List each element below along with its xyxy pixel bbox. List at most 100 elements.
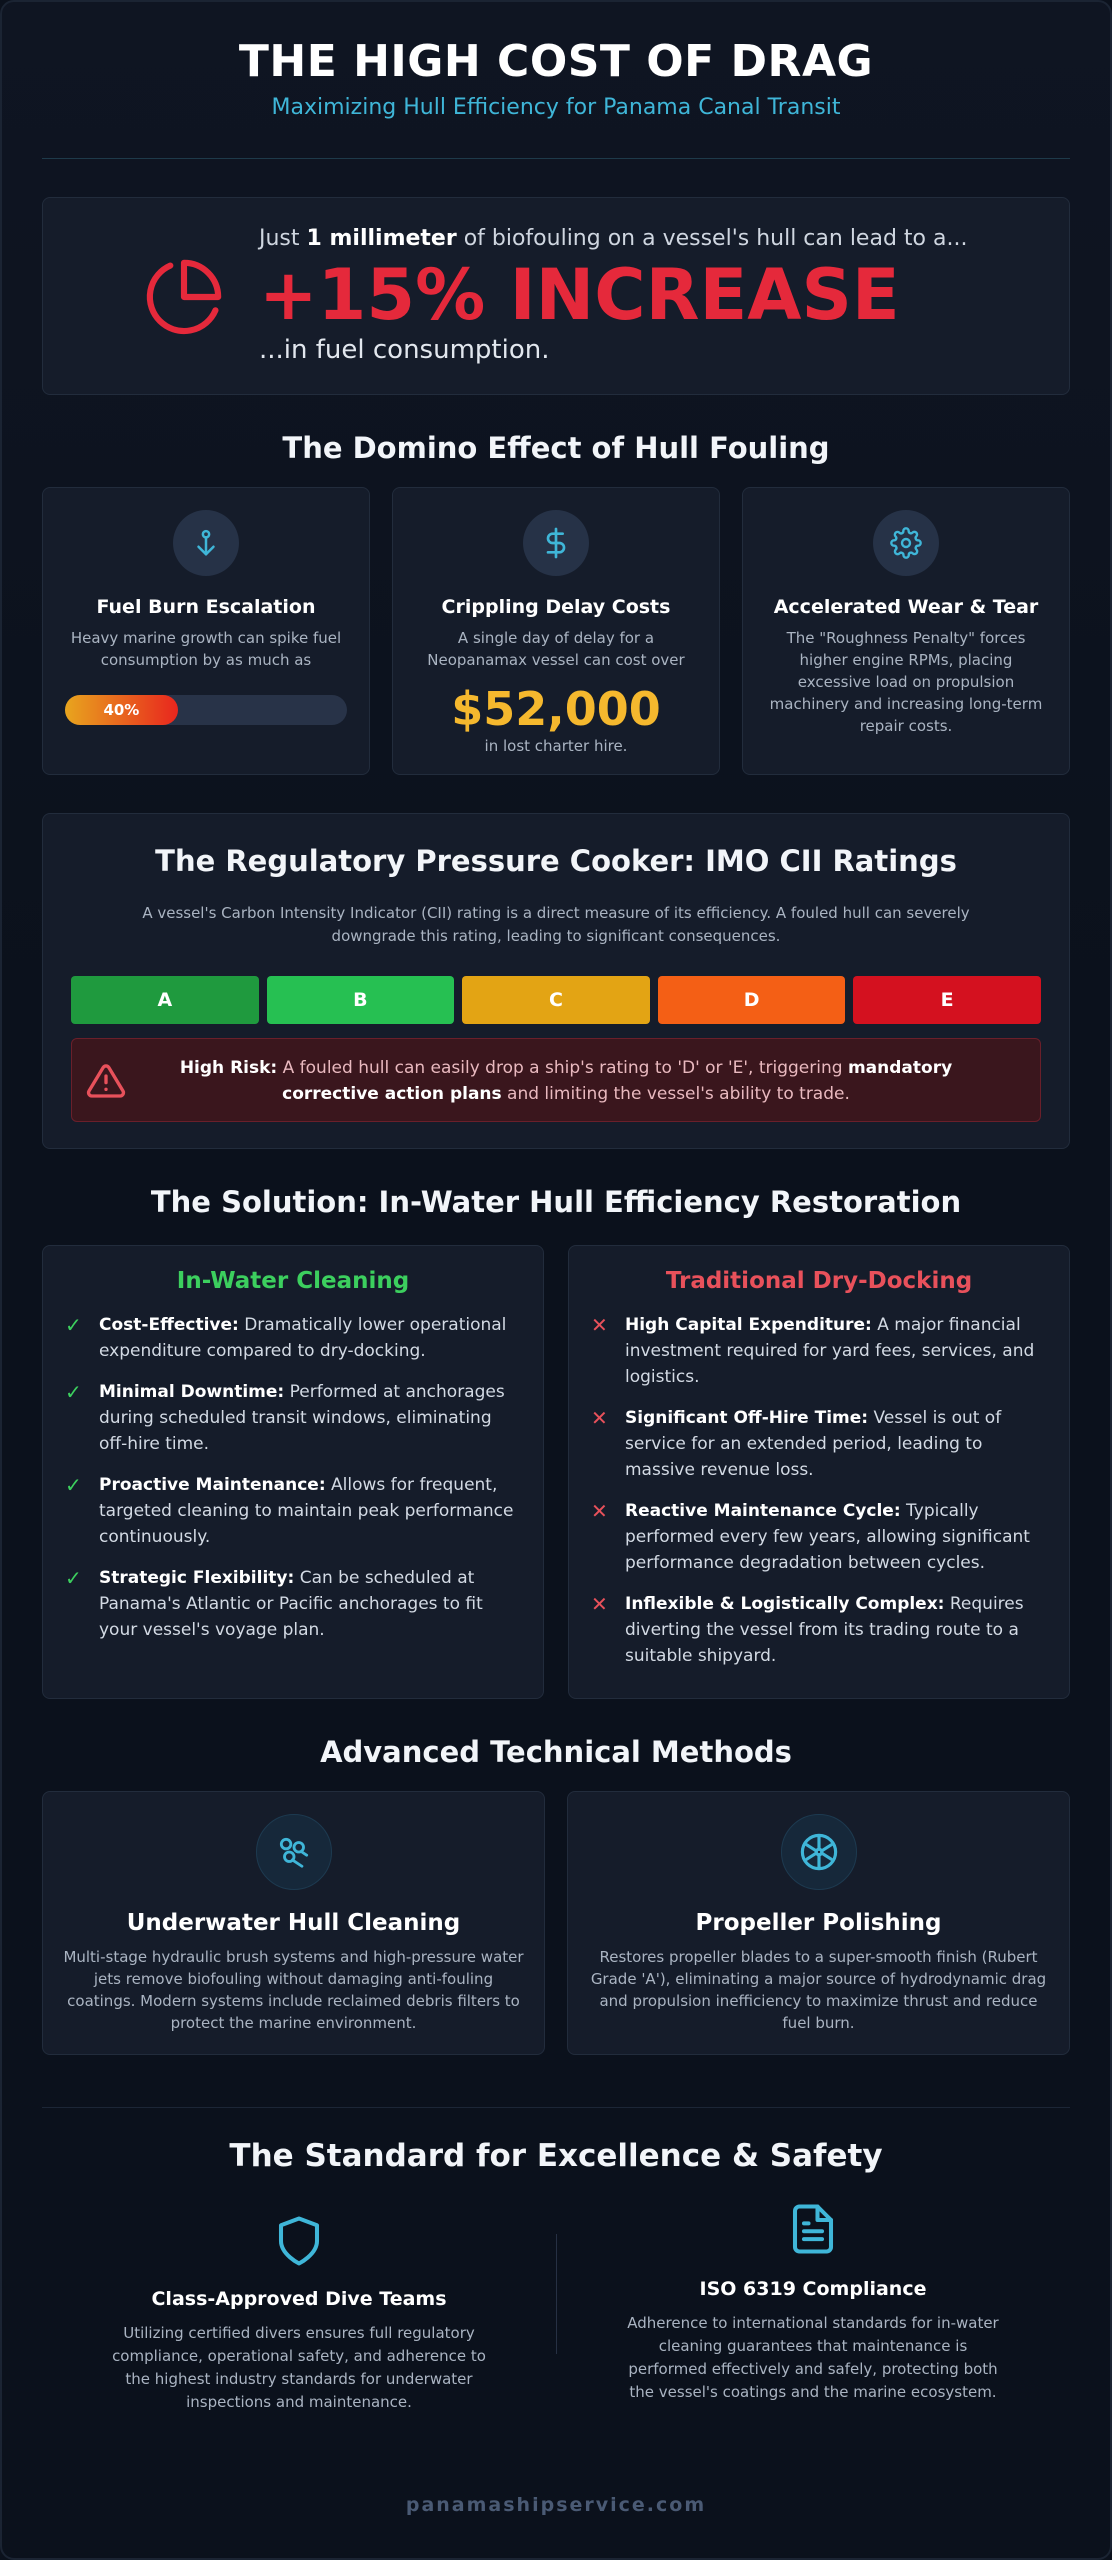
item-bold: Inflexible & Logistically Complex: [625, 1594, 945, 1614]
item-text: Requires diverting the vessel from its t… [625, 1594, 1024, 1666]
wear-tear-card: Accelerated Wear & Tear The "Roughness P… [742, 487, 1070, 775]
list-item: ✕ Significant Off-Hire Time: Vessel is ou… [591, 1405, 1047, 1483]
rating-d: D [657, 976, 846, 1024]
item-bold: Reactive Maintenance Cycle: [625, 1501, 901, 1521]
standard-title: The Standard for Excellence & Safety [229, 2138, 883, 2174]
item-text: A major financial investment required fo… [625, 1315, 1035, 1387]
standard-columns: Class-Approved Dive Teams Utilizing cert… [42, 2198, 1070, 2414]
hero-lead: Just 1 millimeter of biofouling on a ves… [259, 226, 967, 251]
hero-lead-prefix: Just [259, 226, 307, 251]
fuel-progress-fill: 40% [65, 695, 178, 725]
risk-bold: mandatory corrective action plans [282, 1058, 953, 1104]
hull-cleaning-card: Underwater Hull Cleaning Multi-stage hyd… [42, 1791, 545, 2055]
item-bold: Cost-Effective: [99, 1315, 239, 1335]
in-water-title: In-Water Cleaning [176, 1268, 410, 1294]
card-title: Crippling Delay Costs [441, 596, 671, 618]
hero-text: Just 1 millimeter of biofouling on a ves… [259, 226, 967, 365]
cross-icon: ✕ [591, 1313, 608, 1337]
check-icon: ✓ [65, 1380, 82, 1404]
methods-title: Advanced Technical Methods [320, 1735, 792, 1769]
standard-item-title: ISO 6319 Compliance [699, 2278, 927, 2300]
cii-rating-scale: A B C D E [71, 976, 1041, 1024]
list-item: ✕ High Capital Expenditure: A major finan… [591, 1312, 1047, 1390]
delay-cost-card: Crippling Delay Costs A single day of de… [392, 487, 720, 775]
brush-icon [255, 1814, 332, 1890]
check-icon: ✓ [65, 1473, 82, 1497]
method-text: Restores propeller blades to a super-smo… [590, 1948, 1047, 2032]
list-item: ✓ Proactive Maintenance: Allows for frequ… [65, 1472, 521, 1550]
document-icon [792, 2204, 834, 2254]
item-bold: Minimal Downtime: [99, 1382, 285, 1402]
list-item: ✕ Inflexible & Logistically Complex: Requ… [591, 1591, 1047, 1669]
card-title: Fuel Burn Escalation [96, 596, 316, 618]
rating-b: B [266, 976, 455, 1024]
column-divider [556, 2234, 557, 2354]
rating-a: A [71, 976, 259, 1024]
cross-icon: ✕ [591, 1592, 608, 1616]
pie-chart-icon [146, 259, 222, 335]
risk-text: A fouled hull can easily drop a ship's r… [277, 1058, 848, 1078]
section-divider [42, 2107, 1070, 2108]
high-risk-alert: High Risk: A fouled hull can easily drop… [71, 1038, 1041, 1122]
item-text: Can be scheduled at Panama's Atlantic or… [99, 1568, 483, 1640]
warning-icon [86, 1064, 126, 1098]
check-icon: ✓ [65, 1566, 82, 1590]
shield-icon [278, 2216, 320, 2266]
card-text: Heavy marine growth can spike fuel consu… [70, 629, 342, 669]
method-title: Underwater Hull Cleaning [126, 1910, 461, 1936]
item-text: Typically performed every few years, all… [625, 1501, 1030, 1573]
solution-title: The Solution: In-Water Hull Efficiency R… [150, 1185, 962, 1219]
method-title: Propeller Polishing [695, 1910, 942, 1936]
card-text: The "Roughness Penalty" forces higher en… [769, 629, 1043, 735]
header: THE HIGH COST OF DRAG Maximizing Hull Ef… [42, 2, 1070, 120]
propeller-polishing-card: Propeller Polishing Restores propeller b… [567, 1791, 1070, 2055]
footer-website[interactable]: panamashipservice.com [405, 2494, 707, 2516]
cii-title: The Regulatory Pressure Cooker: IMO CII … [155, 844, 957, 878]
anchor-icon [173, 510, 239, 576]
cross-icon: ✕ [591, 1406, 608, 1430]
domino-cards: Fuel Burn Escalation Heavy marine growth… [42, 487, 1070, 775]
item-bold: Proactive Maintenance: [99, 1475, 326, 1495]
cii-description: A vessel's Carbon Intensity Indicator (C… [142, 904, 970, 945]
fuel-progress-bar: 40% [65, 695, 347, 725]
risk-label: High Risk: [179, 1058, 278, 1078]
risk-tail: and limiting the vessel's ability to tra… [501, 1084, 850, 1104]
rating-c: C [462, 976, 650, 1024]
delay-cost-note: in lost charter hire. [484, 737, 628, 755]
standard-item-text: Adherence to international standards for… [627, 2314, 999, 2401]
dry-docking-drawbacks: ✕ High Capital Expenditure: A major finan… [591, 1312, 1047, 1669]
item-text: Allows for frequent, targeted cleaning t… [99, 1475, 514, 1547]
item-bold: Significant Off-Hire Time: [625, 1408, 869, 1428]
item-text: Performed at anchorages during scheduled… [99, 1382, 505, 1454]
method-text: Multi-stage hydraulic brush systems and … [63, 1948, 524, 2032]
hero-lead-bold: 1 millimeter [306, 226, 457, 251]
list-item: ✓ Strategic Flexibility: Can be scheduled… [65, 1565, 521, 1643]
solution-comparison: In-Water Cleaning ✓ Cost-Effective: Drama… [42, 1245, 1070, 1699]
in-water-cleaning-card: In-Water Cleaning ✓ Cost-Effective: Drama… [42, 1245, 544, 1699]
gear-icon [873, 510, 939, 576]
hero-headline-stat: +15% INCREASE [259, 254, 900, 336]
fuel-burn-card: Fuel Burn Escalation Heavy marine growth… [42, 487, 370, 775]
dry-docking-title: Traditional Dry-Docking [665, 1268, 973, 1294]
standard-item-text: Utilizing certified divers ensures full … [112, 2324, 486, 2411]
dive-teams-column: Class-Approved Dive Teams Utilizing cert… [42, 2198, 556, 2414]
hero-tail: ...in fuel consumption. [259, 335, 550, 365]
item-bold: High Capital Expenditure: [625, 1315, 872, 1335]
hero-lead-suffix: of biofouling on a vessel's hull can lea… [456, 226, 968, 251]
dollar-icon [523, 510, 589, 576]
propeller-icon [780, 1814, 857, 1890]
item-text: Dramatically lower operational expenditu… [99, 1315, 507, 1361]
list-item: ✓ Minimal Downtime: Performed at anchorag… [65, 1379, 521, 1457]
card-text: A single day of delay for a Neopanamax v… [427, 629, 685, 669]
item-text: Vessel is out of service for an extended… [625, 1408, 1002, 1480]
header-divider [42, 158, 1070, 159]
methods-cards: Underwater Hull Cleaning Multi-stage hyd… [42, 1791, 1070, 2055]
list-item: ✓ Cost-Effective: Dramatically lower oper… [65, 1312, 521, 1364]
check-icon: ✓ [65, 1313, 82, 1337]
item-bold: Strategic Flexibility: [99, 1568, 295, 1588]
card-title: Accelerated Wear & Tear [773, 596, 1039, 618]
dry-docking-card: Traditional Dry-Docking ✕ High Capital Ex… [568, 1245, 1070, 1699]
domino-section-title: The Domino Effect of Hull Fouling [282, 431, 830, 465]
in-water-benefits: ✓ Cost-Effective: Dramatically lower oper… [65, 1312, 521, 1643]
